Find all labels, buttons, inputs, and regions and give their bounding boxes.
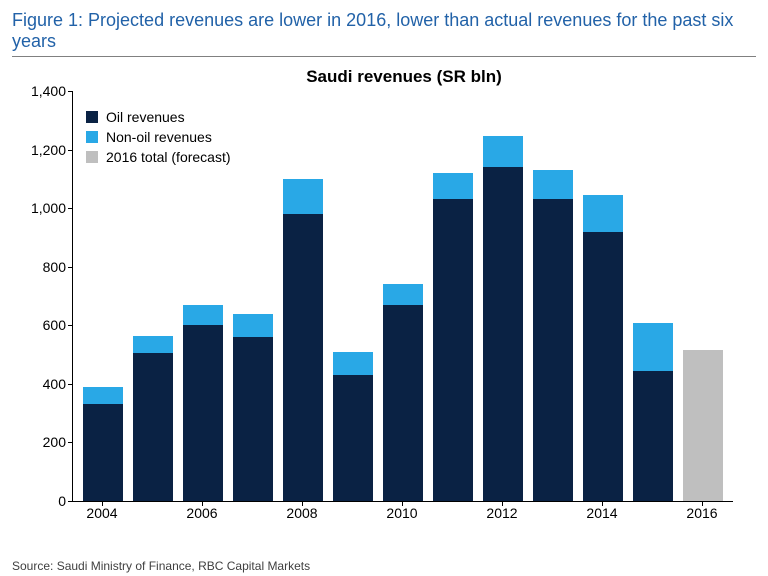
chart-title: Saudi revenues (SR bln) <box>12 67 756 87</box>
bar-seg-oil <box>283 214 323 501</box>
y-tick-label: 200 <box>16 434 66 450</box>
y-tick-mark <box>68 150 72 151</box>
x-tick-label: 2004 <box>86 505 117 521</box>
y-tick-label: 1,000 <box>16 200 66 216</box>
bar-seg-oil <box>333 375 373 501</box>
bar-seg-nonoil <box>133 336 173 354</box>
y-tick-mark <box>68 384 72 385</box>
bar-seg-oil <box>383 305 423 501</box>
figure-title: Figure 1: Projected revenues are lower i… <box>12 10 756 57</box>
y-tick-mark <box>68 267 72 268</box>
bar-seg-nonoil <box>233 314 273 337</box>
bar-seg-oil <box>183 325 223 501</box>
bar-seg-oil <box>133 353 173 501</box>
y-tick-mark <box>68 442 72 443</box>
bar-seg-nonoil <box>383 284 423 305</box>
bar-seg-oil <box>583 232 623 501</box>
y-tick-label: 600 <box>16 317 66 333</box>
bar-seg-nonoil <box>533 170 573 199</box>
bar-seg-oil <box>483 167 523 501</box>
x-tick-label: 2006 <box>186 505 217 521</box>
y-tick-label: 400 <box>16 376 66 392</box>
plot-area <box>72 91 733 502</box>
x-tick-label: 2010 <box>386 505 417 521</box>
y-tick-label: 800 <box>16 259 66 275</box>
bar-seg-nonoil <box>333 352 373 375</box>
y-tick-mark <box>68 208 72 209</box>
bar-seg-oil <box>233 337 273 501</box>
chart: Oil revenues Non-oil revenues 2016 total… <box>12 91 752 541</box>
bar-seg-nonoil <box>83 387 123 405</box>
x-tick-label: 2014 <box>586 505 617 521</box>
bar-seg-oil <box>433 199 473 501</box>
y-tick-mark <box>68 325 72 326</box>
x-tick-label: 2008 <box>286 505 317 521</box>
y-tick-label: 1,200 <box>16 142 66 158</box>
bar-seg-nonoil <box>433 173 473 199</box>
bar-seg-nonoil <box>633 323 673 371</box>
bar-seg-nonoil <box>583 195 623 232</box>
x-tick-label: 2012 <box>486 505 517 521</box>
y-tick-mark <box>68 91 72 92</box>
bar-seg-oil <box>633 371 673 501</box>
y-tick-mark <box>68 501 72 502</box>
bar-seg-nonoil <box>483 136 523 167</box>
bar-seg-nonoil <box>283 179 323 214</box>
x-tick-label: 2016 <box>686 505 717 521</box>
bar-seg-oil <box>533 199 573 501</box>
bar-seg-oil <box>83 404 123 501</box>
y-tick-label: 0 <box>16 493 66 509</box>
y-tick-label: 1,400 <box>16 83 66 99</box>
bar-seg-forecast <box>683 350 723 501</box>
bar-seg-nonoil <box>183 305 223 326</box>
source-text: Source: Saudi Ministry of Finance, RBC C… <box>12 559 756 573</box>
